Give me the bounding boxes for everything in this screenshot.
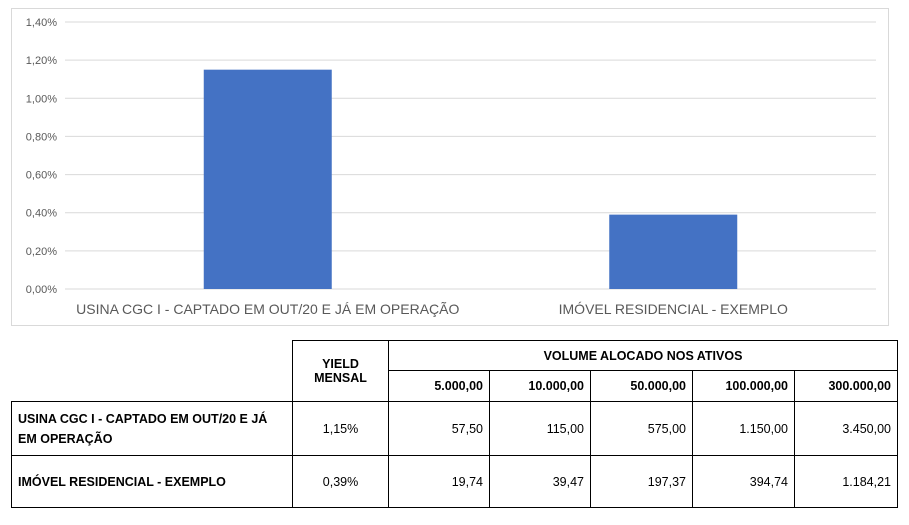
volume-header: VOLUME ALOCADO NOS ATIVOS <box>388 340 898 371</box>
amount-header: 10.000,00 <box>489 370 591 402</box>
amount-header: 5.000,00 <box>388 370 490 402</box>
y-tick-label: 1,40% <box>26 17 57 29</box>
y-tick-label: 0,20% <box>26 246 57 258</box>
y-tick-label: 0,80% <box>26 131 57 143</box>
row-value: 115,00 <box>489 401 591 456</box>
row-value: 57,50 <box>388 401 490 456</box>
row-value: 19,74 <box>388 455 490 508</box>
row-name: USINA CGC I - CAPTADO EM OUT/20 E JÁ EM … <box>11 401 293 456</box>
y-tick-label: 1,20% <box>26 55 57 67</box>
amount-header: 300.000,00 <box>794 370 898 402</box>
yield-header: YIELD MENSAL <box>292 340 389 402</box>
row-value: 394,74 <box>692 455 795 508</box>
x-category-label: USINA CGC I - CAPTADO EM OUT/20 E JÁ EM … <box>76 301 459 317</box>
chart-svg: 0,00% 0,20% 0,40% 0,60% 0,80% 1,00% 1,20% 1,40%… <box>26 17 876 317</box>
table-row: IMÓVEL RESIDENCIAL - EXEMPLO 0,39% 19,74… <box>11 455 898 508</box>
amount-header: 100.000,00 <box>692 370 795 402</box>
y-tick-label: 0,40% <box>26 208 57 220</box>
bar <box>203 69 332 289</box>
row-value: 575,00 <box>590 401 693 456</box>
table-corner-lower <box>12 371 293 402</box>
y-tick-label: 1,00% <box>26 93 57 105</box>
bar <box>609 214 738 289</box>
row-value: 39,47 <box>489 455 591 508</box>
row-yield: 0,39% <box>292 455 389 508</box>
row-yield: 1,15% <box>292 401 389 456</box>
amount-header: 50.000,00 <box>590 370 693 402</box>
table-corner <box>12 341 293 371</box>
bars <box>203 69 738 289</box>
bar-chart: 0,00% 0,20% 0,40% 0,60% 0,80% 1,00% 1,20% 1,40%… <box>11 8 889 326</box>
x-axis-categories: USINA CGC I - CAPTADO EM OUT/20 E JÁ EM … <box>76 301 788 317</box>
gridlines <box>65 21 876 290</box>
x-category-label: IMÓVEL RESIDENCIAL - EXEMPLO <box>559 301 788 317</box>
row-value: 1.184,21 <box>794 455 898 508</box>
y-axis-ticks: 0,00% 0,20% 0,40% 0,60% 0,80% 1,00% 1,20% 1,40% <box>26 17 57 296</box>
y-tick-label: 0,60% <box>26 170 57 182</box>
row-value: 1.150,00 <box>692 401 795 456</box>
y-tick-label: 0,00% <box>26 284 57 296</box>
table-row: USINA CGC I - CAPTADO EM OUT/20 E JÁ EM … <box>11 401 898 456</box>
row-name: IMÓVEL RESIDENCIAL - EXEMPLO <box>11 455 293 508</box>
row-value: 197,37 <box>590 455 693 508</box>
yield-table: YIELD MENSAL VOLUME ALOCADO NOS ATIVOS 5… <box>11 340 898 508</box>
row-value: 3.450,00 <box>794 401 898 456</box>
